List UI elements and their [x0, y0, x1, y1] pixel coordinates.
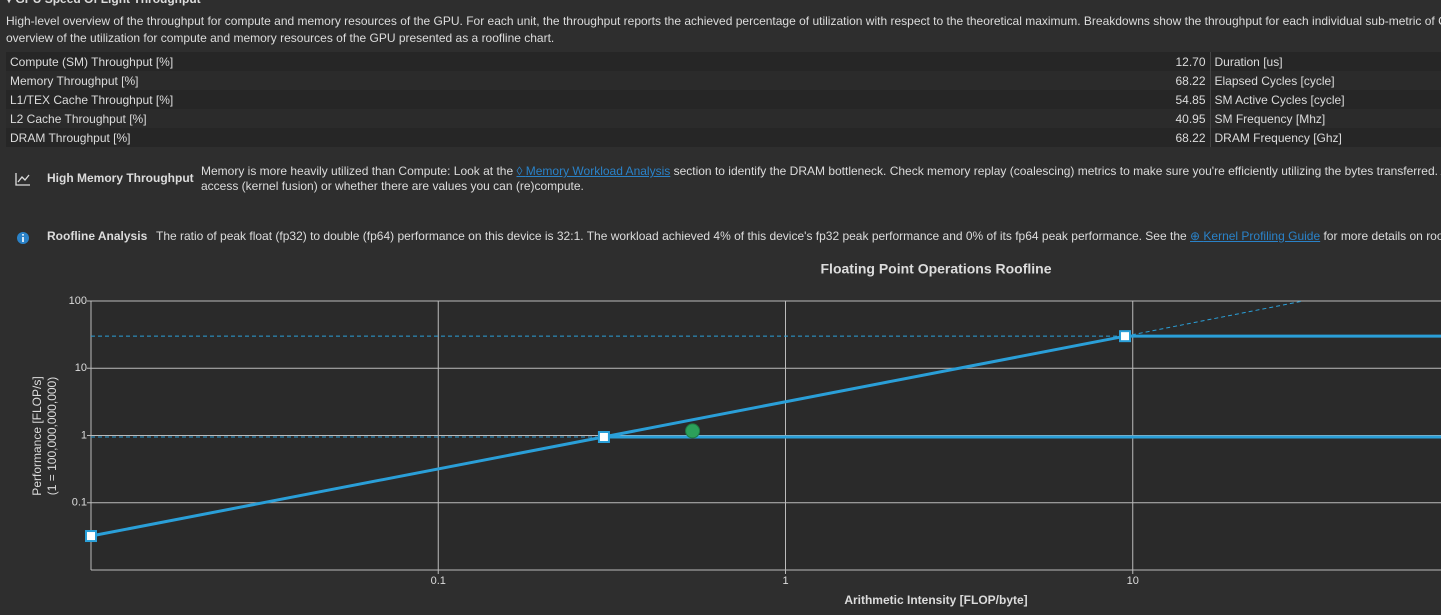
y-tick-label: 1 [81, 429, 87, 441]
y-axis-label: Performance [FLOP/s] [30, 376, 44, 495]
ridge-point [1119, 330, 1132, 343]
x-tick-label: 10 [1127, 575, 1139, 587]
achieved-point [685, 423, 701, 439]
section-title-text: GPU Speed Of Light Throughput [15, 0, 200, 6]
table-cell: Memory Throughput [%] [6, 71, 292, 90]
description: High-level overview of the throughput fo… [6, 14, 1441, 28]
insight-text: The ratio of peak float (fp32) to double… [156, 229, 1191, 243]
table-cell: DRAM Frequency [Ghz] [1209, 128, 1441, 147]
link[interactable]: ◊ Memory Workload Analysis [516, 164, 671, 178]
y-tick-label: 100 [69, 295, 87, 307]
table-cell: Elapsed Cycles [cycle] [1209, 71, 1441, 90]
insight-body: Memory is more heavily utilized than Com… [201, 164, 1441, 178]
ridge-point [597, 430, 610, 443]
table-cell: 68.22 [291, 128, 1210, 147]
insight: Roofline Analysis The ratio of peak floa… [0, 229, 1441, 247]
link-text[interactable]: Kernel Profiling Guide [1203, 229, 1321, 243]
insight-text: for more details on roo [1320, 229, 1441, 243]
x-axis-label: Arithmetic Intensity [FLOP/byte] [844, 593, 1027, 607]
x-tick-label: 1 [782, 575, 788, 587]
table-cell: L2 Cache Throughput [%] [6, 109, 292, 128]
dashed-roof [1124, 300, 1304, 337]
y-tick-label: 0.1 [72, 497, 87, 509]
section-title[interactable]: ▾ GPU Speed Of Light Throughput [6, 0, 1441, 6]
table-cell: 12.70 [291, 52, 1210, 71]
x-tick-label: 0.1 [431, 575, 446, 587]
table-cell: 40.95 [291, 109, 1210, 128]
table-cell: SM Active Cycles [cycle] [1209, 90, 1441, 109]
table-row: Compute (SM) Throughput [%] 12.70 Duration… [6, 52, 1441, 71]
link-text[interactable]: Memory Workload Analysis [525, 164, 671, 178]
table-cell: SM Frequency [Mhz] [1209, 109, 1441, 128]
chart-title: Floating Point Operations Roofline [821, 261, 1052, 277]
table-cell: 68.22 [291, 71, 1210, 90]
y-tick-label: 10 [75, 362, 87, 374]
insight-body: access (kernel fusion) or whether there … [201, 179, 584, 193]
chart-icon [15, 173, 30, 186]
table-row: L2 Cache Throughput [%] 40.95 SM Frequency… [6, 109, 1441, 128]
insight-text: Memory is more heavily utilized than Com… [201, 164, 517, 178]
insight: High Memory Throughput Memory is more he… [0, 164, 1441, 204]
table-cell: DRAM Throughput [%] [6, 128, 292, 147]
table-cell: Duration [us] [1209, 52, 1441, 71]
table-cell: L1/TEX Cache Throughput [%] [6, 90, 292, 109]
link[interactable]: ⊕ Kernel Profiling Guide [1190, 229, 1321, 243]
metrics-table: Compute (SM) Throughput [%] 12.70 Duration… [6, 52, 1441, 147]
insight-text: section to identify the DRAM bottleneck.… [670, 164, 1441, 178]
ridge-point [85, 530, 97, 543]
table-cell: Compute (SM) Throughput [%] [6, 52, 292, 71]
table-row: L1/TEX Cache Throughput [%] 54.85 SM Activ… [6, 90, 1441, 109]
y-axis-label: (1 = 100,000,000,000) [45, 377, 59, 495]
insight-title: High Memory Throughput [47, 171, 194, 185]
table-row: DRAM Throughput [%] 68.22 DRAM Frequency [… [6, 128, 1441, 147]
info-icon [17, 232, 29, 244]
table-row: Memory Throughput [%] 68.22 Elapsed Cycles… [6, 71, 1441, 90]
table-cell: 54.85 [291, 90, 1210, 109]
insight-title: Roofline Analysis [47, 229, 148, 243]
description: overview of the utilization for compute … [6, 31, 555, 45]
insight-body: The ratio of peak float (fp32) to double… [156, 229, 1441, 243]
